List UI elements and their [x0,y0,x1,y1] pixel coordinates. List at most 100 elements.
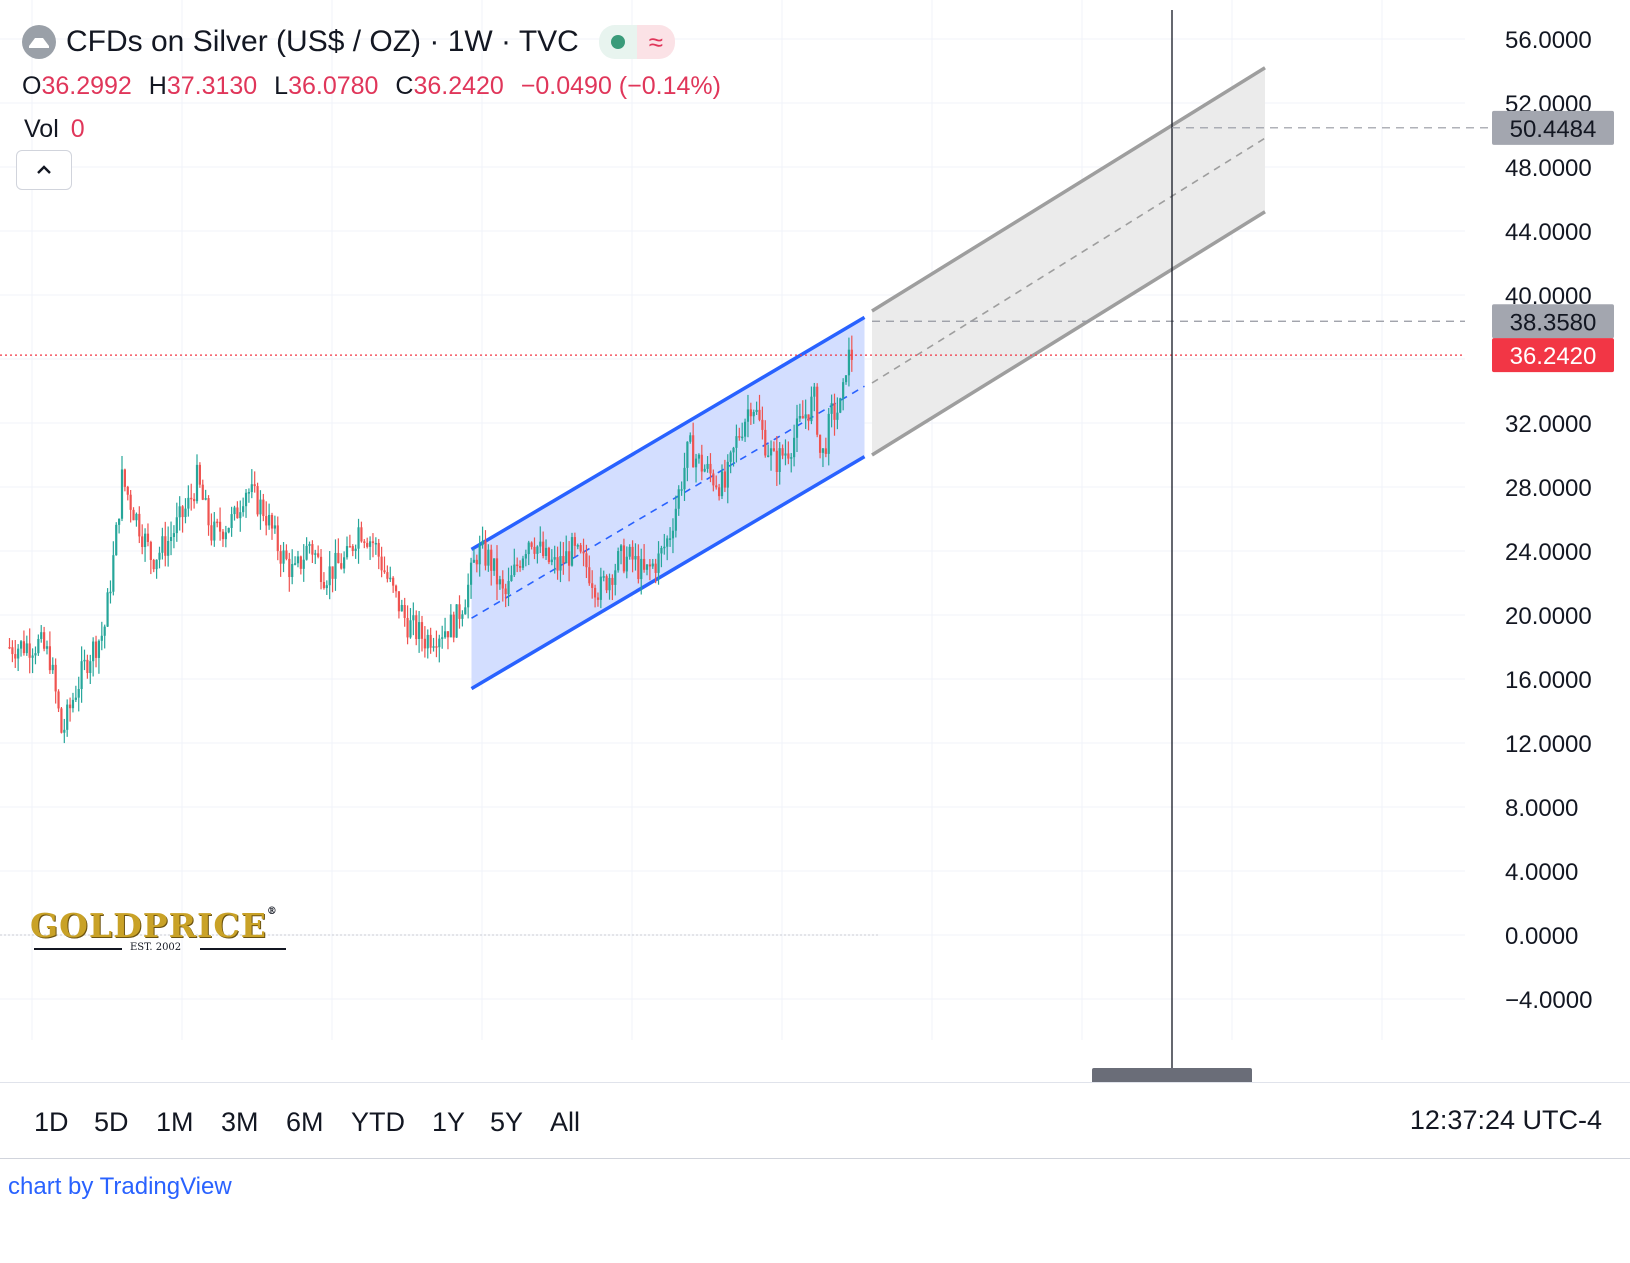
candle-body [143,533,147,548]
market-open-indicator[interactable] [598,25,637,59]
candle-body [608,577,611,591]
candle-body [772,448,776,451]
candle-body [793,437,796,458]
candle-body [674,508,677,531]
candle-body [643,558,646,570]
candle-body [816,386,819,435]
candle-body [432,646,435,648]
candle-body [764,429,767,456]
regression-channel[interactable] [470,315,866,691]
candle-body [256,486,259,515]
projected-channel[interactable] [871,66,1266,457]
candle-body [406,617,409,638]
candle-body [660,547,663,554]
timeframe-3m[interactable]: 3M [221,1107,259,1137]
candle-body [293,563,297,565]
candle-body [181,506,184,518]
candle-body [394,585,398,592]
candle-body [795,418,799,438]
candle-body [640,558,643,580]
logo-text: GOLDPRICE [30,906,267,945]
timeframe-1m[interactable]: 1M [156,1107,194,1137]
candle-body [648,564,651,567]
market-status-pills[interactable]: ≈ [598,25,675,59]
symbol-title[interactable]: CFDs on Silver (US$ / OZ) · 1W · TVC [66,25,579,58]
candle-body [495,558,499,585]
high-key: H [148,72,167,100]
timeframe-1y[interactable]: 1Y [432,1107,466,1137]
candle-body [348,546,351,548]
candle-body [591,583,594,588]
candle-body [469,562,473,585]
candle-body [302,559,305,569]
wave-icon: ≈ [648,26,663,57]
candle-body [775,450,778,472]
candle-body [553,557,556,560]
candle-body [813,386,816,397]
timeframe-5d[interactable]: 5D [94,1107,129,1137]
timeframe-all[interactable]: All [550,1107,581,1137]
candle-body [270,514,274,529]
timeframe-1d[interactable]: 1D [34,1107,69,1137]
candle-body [325,585,328,589]
silver-symbol-icon[interactable] [22,25,56,59]
candle-body [233,507,236,515]
projected-upper-line [871,66,1266,313]
candle-body [556,557,559,571]
logo-mark: ® [266,906,278,917]
candle-body [666,538,669,547]
candle-body [412,615,415,621]
candle-body [449,614,452,638]
candle-body [242,506,245,513]
candle-body [97,640,101,658]
y-tick-label: 24.0000 [1505,539,1592,566]
candle-body [54,664,57,692]
collapse-legend-button[interactable] [16,150,72,190]
candle-body [622,545,626,572]
candle-body [472,559,476,563]
candle-body [723,471,726,488]
candle-body [533,546,536,554]
candle-body [351,546,354,551]
candle-body [337,552,340,564]
candle-body [103,626,106,636]
candle-body [129,494,132,510]
candle-body [132,509,135,521]
candle-body [461,614,464,619]
candle-body [686,441,689,468]
data-delay-indicator[interactable]: ≈ [636,25,675,59]
candle-body [221,531,225,540]
candle-body [588,567,591,584]
timeframe-5y[interactable]: 5Y [490,1107,524,1137]
candle-body [599,576,602,600]
candle-body [167,540,170,556]
candle-body [169,537,173,541]
candle-body [363,541,366,543]
candle-body [524,554,527,559]
projected-lower-line [871,210,1266,457]
timeframe-ytd[interactable]: YTD [351,1107,405,1137]
candlestick-series [8,335,853,744]
candle-body [322,582,326,589]
candle-body [501,579,504,589]
candle-body [550,559,553,563]
candle-body [158,552,161,560]
candle-body [582,551,585,554]
price-axis[interactable]: 56.000052.000048.000044.000040.000036.00… [1492,27,1614,1014]
candle-body [340,563,343,569]
candle-body [700,454,703,472]
candle-body [804,414,807,419]
clock[interactable]: 12:37:24 UTC-4 [1409,1105,1602,1135]
timeframe-bar: 1D 5D 1M 3M 6M YTD 1Y 5Y All 12:37:24 UT… [0,1082,1630,1159]
candle-body [14,654,17,659]
candle-body [446,631,450,638]
candle-body [268,514,271,526]
candle-body [115,524,118,556]
candle-body [34,653,37,656]
candle-body [40,632,43,639]
timeframe-6m[interactable]: 6M [286,1107,324,1137]
tradingview-credit-link[interactable]: chart by TradingView [8,1173,232,1200]
y-tick-label: 28.0000 [1505,475,1592,502]
y-tick-label: 16.0000 [1505,667,1592,694]
price-chart[interactable]: 56.000052.000048.000044.000040.000036.00… [0,0,1630,1082]
